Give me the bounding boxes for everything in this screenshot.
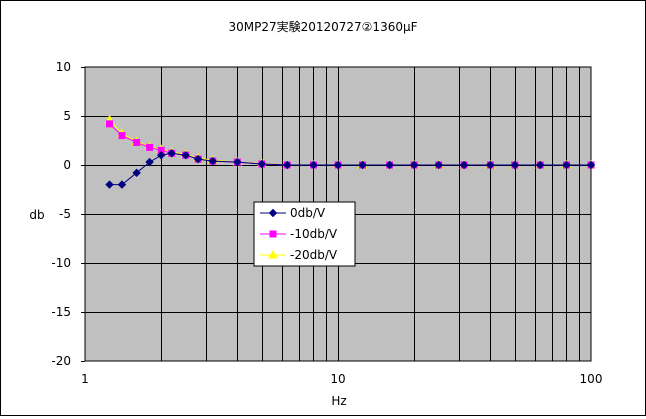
legend-label: -20db/V <box>290 248 338 262</box>
data-point <box>105 180 114 189</box>
data-point <box>510 160 520 170</box>
x-tick-label: 10 <box>330 372 345 386</box>
data-point <box>181 150 190 160</box>
data-point <box>486 160 495 170</box>
y-tick-label: -20 <box>51 354 71 368</box>
data-point <box>385 160 394 170</box>
x-tick-label: 1 <box>81 372 89 386</box>
data-point <box>257 159 267 169</box>
legend-item: 0db/V <box>260 206 326 220</box>
data-point <box>586 160 596 170</box>
data-point <box>156 150 166 160</box>
legend-label: -10db/V <box>290 227 338 241</box>
data-point <box>459 160 469 170</box>
data-point <box>233 157 242 167</box>
data-point <box>132 168 141 178</box>
data-point <box>146 143 154 151</box>
y-tick-label: 10 <box>56 60 71 74</box>
axis-tick-labels: 10 5 0 -5 -10 -15 -20 1 10 100 <box>51 60 602 386</box>
y-tick-label: -15 <box>51 305 71 319</box>
data-point <box>167 149 176 158</box>
data-point <box>117 180 127 189</box>
data-point <box>434 160 443 170</box>
data-point <box>333 160 343 170</box>
legend-swatch-marker <box>268 208 278 218</box>
y-tick-label: -5 <box>59 207 71 221</box>
y-tick-label: 0 <box>63 158 71 172</box>
data-point <box>145 157 154 167</box>
data-point <box>133 138 141 146</box>
y-axis-label: db <box>29 208 44 222</box>
data-point <box>562 160 571 170</box>
series-0db/V <box>105 149 596 189</box>
legend-item: -10db/V <box>260 227 338 241</box>
series-layer <box>104 114 596 189</box>
data-point <box>309 160 318 170</box>
legend-swatch-marker <box>269 230 277 238</box>
data-point <box>283 160 292 170</box>
legend: 0db/V -10db/V -20db/V <box>253 201 356 267</box>
data-point <box>106 120 114 128</box>
data-point <box>118 132 126 140</box>
data-point <box>208 156 218 166</box>
data-point <box>193 154 203 164</box>
legend-item: -20db/V <box>260 248 338 262</box>
y-tick-label: -10 <box>51 256 71 270</box>
legend-swatch-marker <box>268 249 278 259</box>
data-point <box>536 160 545 170</box>
x-axis-label: Hz <box>331 394 346 408</box>
x-tick-label: 100 <box>580 372 603 386</box>
data-point <box>409 160 419 170</box>
data-point <box>358 160 367 170</box>
chart-title: 30MP27実験20120727②1360μF <box>228 19 417 34</box>
legend-label: 0db/V <box>290 206 326 220</box>
y-tick-label: 5 <box>63 109 71 123</box>
